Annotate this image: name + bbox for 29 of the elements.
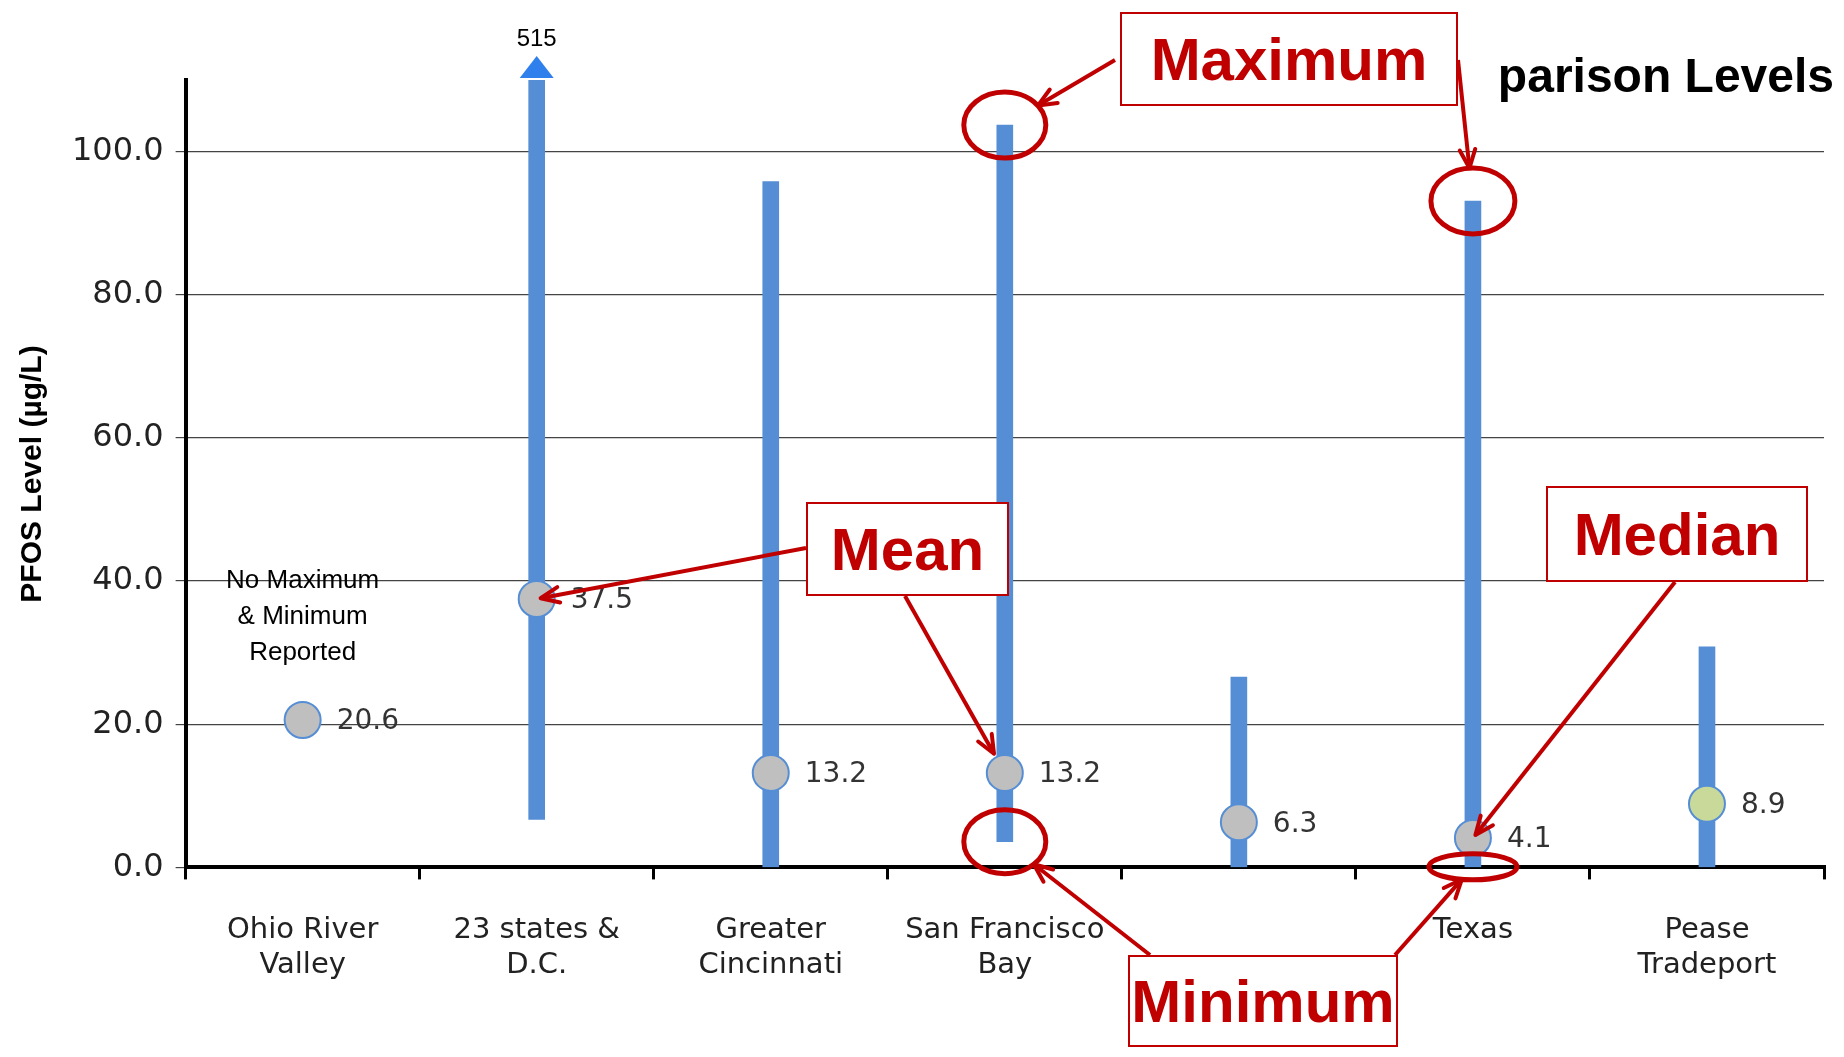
point — [1687, 784, 1726, 823]
point — [283, 700, 322, 739]
chart-title: parison Levels — [1497, 48, 1834, 103]
y-tick-label: 60.0 — [92, 416, 164, 455]
data-label: 4.1 — [1506, 821, 1552, 855]
data-label: 8.9 — [1740, 786, 1786, 820]
y-tick-label: 20.0 — [92, 702, 164, 741]
x-tick-label: Greater Cincinnati — [698, 911, 844, 981]
data-label: 6.3 — [1272, 805, 1318, 839]
data-label: 13.2 — [1038, 756, 1102, 790]
x-tick-label: Ohio River Valley — [226, 911, 379, 981]
annotation: Median — [1546, 486, 1808, 582]
annotation: Minimum — [1128, 955, 1398, 1047]
annotation: Maximum — [1120, 12, 1458, 106]
point — [985, 753, 1024, 792]
y-tick-label: 100.0 — [72, 129, 164, 168]
x-tick-label: San Francisco Bay — [905, 911, 1105, 981]
x-tick-label: Pease Tradeport — [1636, 911, 1777, 981]
x-tick-label: Texas — [1431, 911, 1513, 946]
y-axis-title: PFOS Level (µg/L) — [14, 345, 48, 603]
y-tick-label: 40.0 — [92, 559, 164, 598]
y-tick-label: 0.0 — [112, 845, 164, 884]
data-label: 13.2 — [804, 756, 868, 790]
point — [751, 753, 790, 792]
x-tick-label: 23 states & D.C. — [453, 911, 620, 981]
y-tick-label: 80.0 — [92, 273, 164, 312]
point — [1219, 803, 1258, 842]
annotation: Mean — [806, 502, 1009, 596]
annotation: 515 — [516, 24, 557, 52]
